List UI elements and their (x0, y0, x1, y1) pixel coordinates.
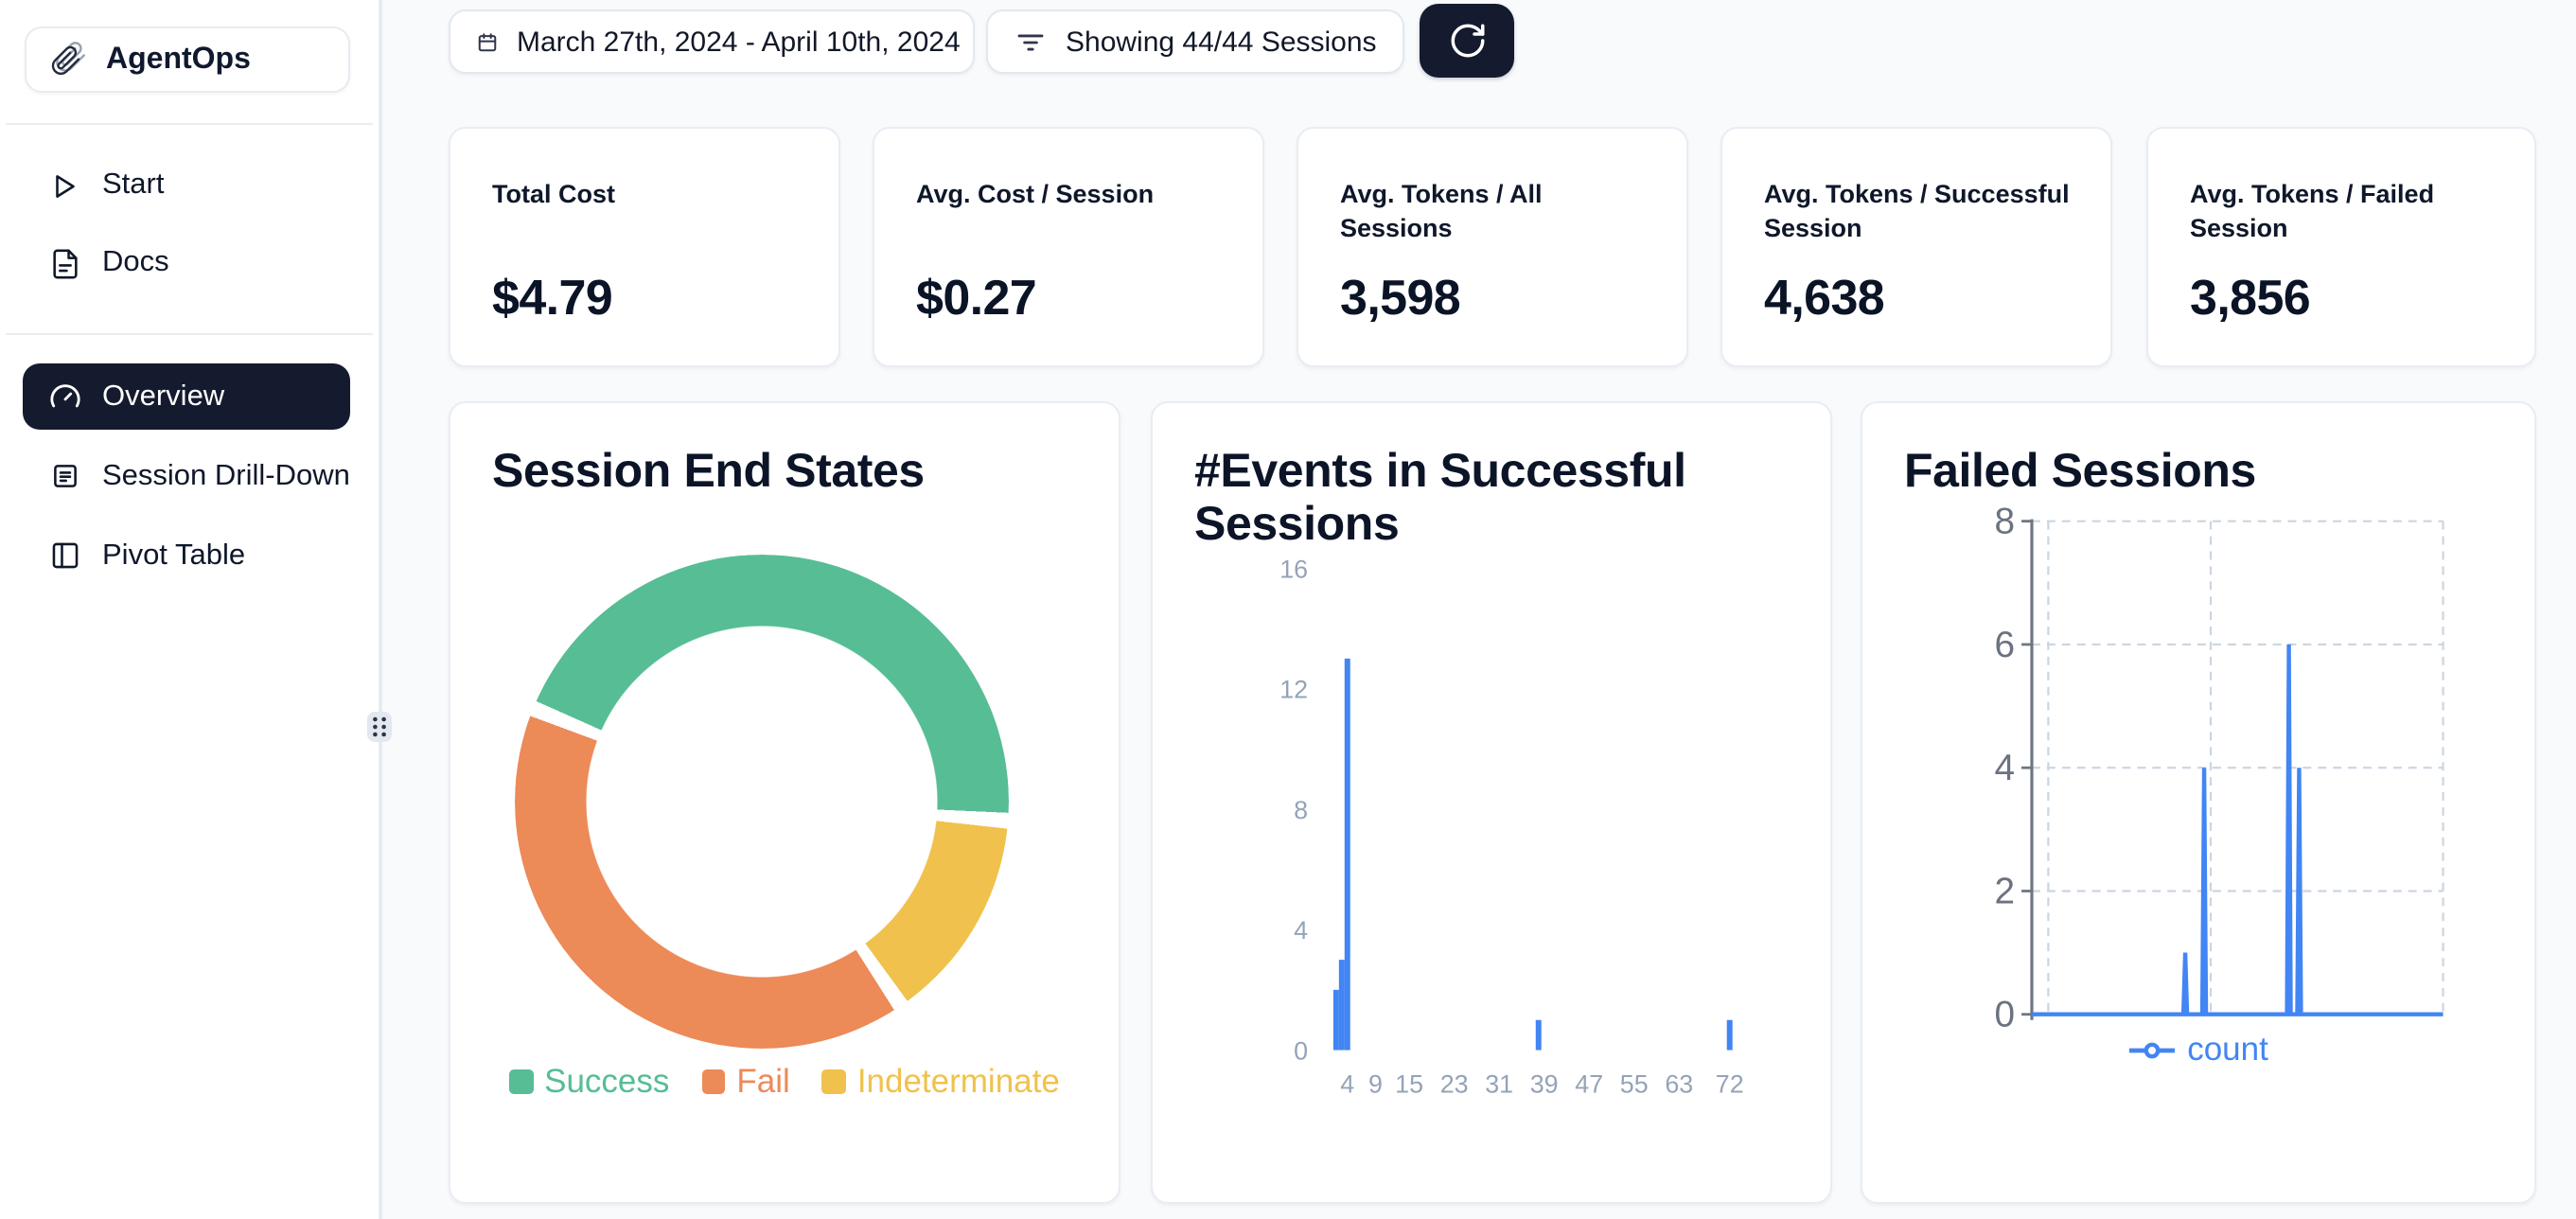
sidebar-resize-handle[interactable] (367, 712, 392, 742)
sidebar-item-docs[interactable]: Docs (23, 235, 350, 292)
legend-swatch (821, 1069, 846, 1094)
line-chart-legend[interactable]: count (1862, 1030, 2534, 1069)
svg-text:9: 9 (1368, 1069, 1383, 1098)
line-marker-icon (2128, 1040, 2175, 1059)
legend-item-indeterminate[interactable]: Indeterminate (821, 1062, 1060, 1102)
svg-text:6: 6 (1995, 625, 2016, 665)
stat-label: Avg. Cost / Session (916, 180, 1155, 208)
date-range-label: March 27th, 2024 - April 10th, 2024 (517, 26, 961, 58)
chart-title: #Events in Successful Sessions (1194, 445, 1686, 551)
stat-card-total-cost: Total Cost $4.79 (449, 127, 840, 367)
svg-text:0: 0 (1294, 1036, 1308, 1065)
stat-card-avg-tokens-all: Avg. Tokens / All Sessions 3,598 (1297, 127, 1688, 367)
svg-text:55: 55 (1620, 1069, 1649, 1098)
svg-text:16: 16 (1279, 555, 1308, 583)
legend-label: Fail (736, 1062, 790, 1100)
legend-label: Success (544, 1062, 670, 1100)
grip-dots-icon (371, 716, 388, 738)
legend-label: count (2187, 1030, 2268, 1068)
logo-text: AgentOps (106, 43, 251, 75)
sidebar-item-label: Pivot Table (102, 539, 246, 571)
pivot-panel-icon (49, 539, 81, 572)
sidebar: AgentOps Start Docs Overview (0, 0, 392, 1219)
svg-text:4: 4 (1294, 916, 1308, 945)
svg-text:39: 39 (1530, 1069, 1559, 1098)
refresh-icon (1447, 21, 1487, 61)
svg-text:2: 2 (1995, 871, 2016, 911)
filter-icon (1015, 26, 1047, 58)
legend-item-success[interactable]: Success (509, 1062, 669, 1102)
sidebar-item-label: Session Drill-Down (102, 459, 350, 491)
svg-text:4: 4 (1340, 1069, 1354, 1098)
session-end-states-donut[interactable] (515, 555, 1009, 1049)
sidebar-item-session-drill-down[interactable]: Session Drill-Down (23, 443, 350, 509)
stat-value: 3,598 (1340, 269, 1461, 326)
refresh-button[interactable] (1420, 4, 1514, 78)
stat-label: Avg. Tokens / All Sessions (1340, 180, 1543, 241)
svg-text:31: 31 (1485, 1069, 1513, 1098)
stat-card-avg-cost-session: Avg. Cost / Session $0.27 (873, 127, 1264, 367)
sidebar-item-pivot-table[interactable]: Pivot Table (23, 522, 350, 589)
failed-sessions-card: Failed Sessions 0 2 4 6 8 count (1861, 401, 2536, 1204)
session-end-states-card: Session End States Success Fail Indeterm… (449, 401, 1120, 1204)
stat-value: 3,856 (2190, 269, 2311, 326)
sidebar-item-label: Start (102, 168, 165, 201)
stat-value: $0.27 (916, 269, 1037, 326)
stat-card-avg-tokens-successful: Avg. Tokens / Successful Session 4,638 (1720, 127, 2112, 367)
donut-legend: Success Fail Indeterminate (450, 1062, 1119, 1102)
gauge-icon (49, 380, 81, 413)
svg-text:23: 23 (1440, 1069, 1469, 1098)
svg-text:8: 8 (1995, 502, 2016, 542)
failed-sessions-line-chart[interactable]: 0 2 4 6 8 (1862, 403, 2534, 1202)
stat-label: Avg. Tokens / Failed Session (2190, 180, 2435, 241)
chart-title: Failed Sessions (1904, 445, 2256, 498)
svg-text:12: 12 (1279, 676, 1308, 704)
chart-title: Session End States (492, 445, 925, 498)
session-list-icon (49, 460, 81, 492)
svg-text:63: 63 (1665, 1069, 1693, 1098)
svg-text:47: 47 (1575, 1069, 1603, 1098)
sidebar-item-label: Docs (102, 246, 169, 278)
legend-swatch (701, 1069, 726, 1094)
docs-icon (49, 247, 81, 279)
legend-swatch (509, 1069, 534, 1094)
sessions-filter-button[interactable]: Showing 44/44 Sessions (986, 9, 1404, 74)
stat-value: $4.79 (492, 269, 613, 326)
stat-value: 4,638 (1764, 269, 1885, 326)
svg-text:15: 15 (1395, 1069, 1423, 1098)
sidebar-item-start[interactable]: Start (23, 157, 350, 214)
stat-label: Total Cost (492, 180, 615, 208)
sidebar-item-label: Overview (102, 380, 225, 412)
calendar-icon (477, 31, 498, 52)
paperclip-logo-icon (51, 42, 87, 78)
svg-text:4: 4 (1995, 748, 2016, 788)
play-icon (49, 169, 81, 202)
stat-card-avg-tokens-failed: Avg. Tokens / Failed Session 3,856 (2146, 127, 2536, 367)
sidebar-divider-main (6, 333, 373, 335)
svg-text:8: 8 (1294, 796, 1308, 824)
date-range-button[interactable]: March 27th, 2024 - April 10th, 2024 (449, 9, 975, 74)
legend-label: Indeterminate (856, 1062, 1060, 1100)
svg-text:0: 0 (1995, 995, 2016, 1035)
legend-item-fail[interactable]: Fail (701, 1062, 790, 1102)
sessions-filter-label: Showing 44/44 Sessions (1066, 26, 1377, 58)
svg-text:72: 72 (1716, 1069, 1744, 1098)
sidebar-divider-top (6, 123, 373, 125)
stat-label: Avg. Tokens / Successful Session (1764, 180, 2070, 241)
events-in-successful-sessions-card: #Events in Successful Sessions 0 4 8 12 16 4 9… (1151, 401, 1832, 1204)
logo[interactable]: AgentOps (25, 26, 350, 93)
sidebar-item-overview[interactable]: Overview (23, 363, 350, 430)
